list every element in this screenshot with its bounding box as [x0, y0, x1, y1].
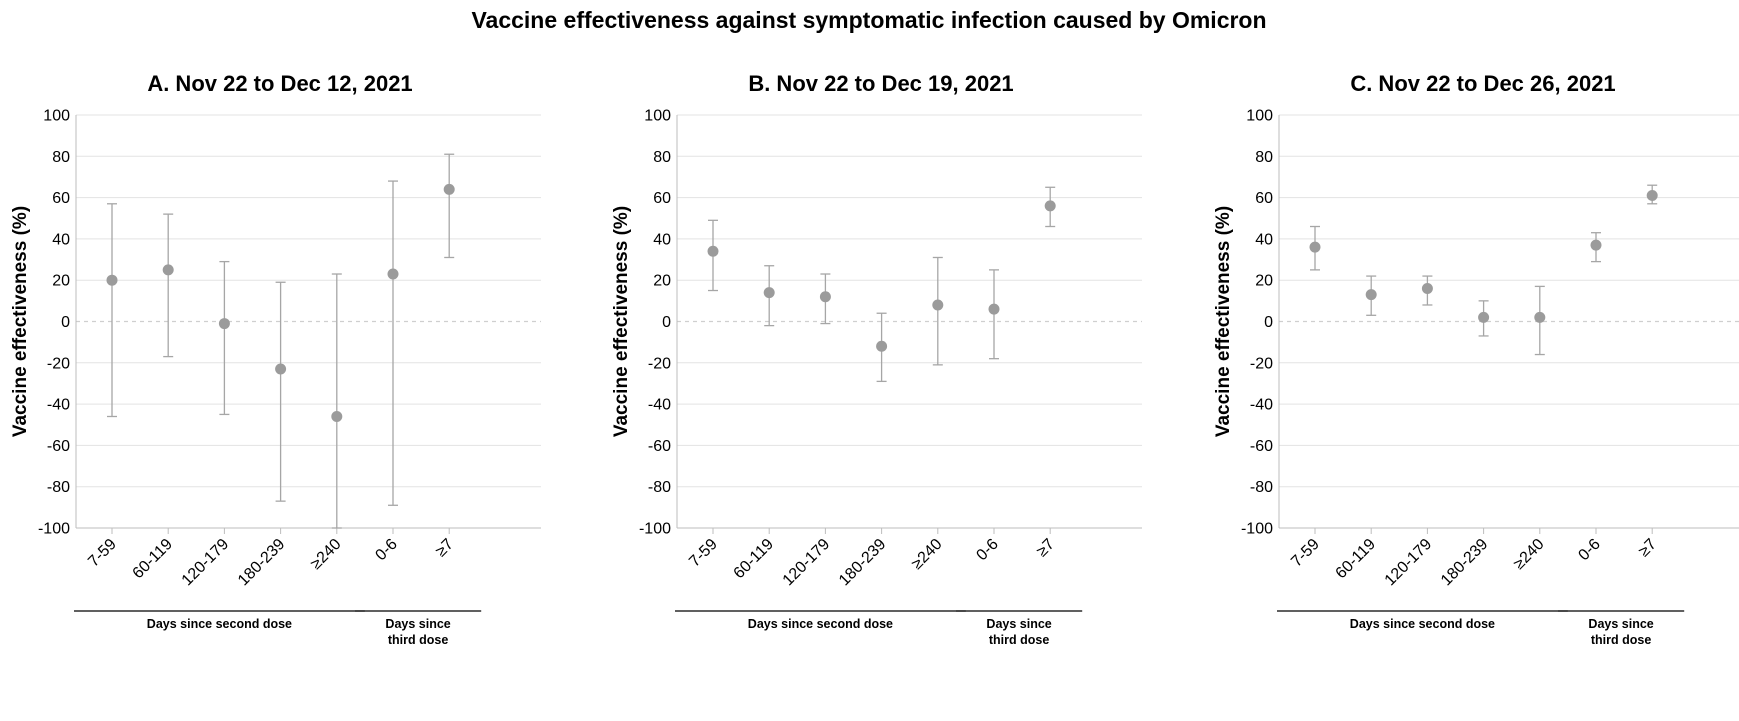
y-tick-label: -40: [648, 397, 671, 414]
y-tick-label: 60: [1255, 190, 1273, 207]
y-tick-label: 100: [644, 108, 671, 125]
y-axis-label: Vaccine effectiveness (%): [611, 206, 632, 437]
y-tick-label: -20: [47, 355, 70, 372]
data-point: [876, 340, 888, 352]
y-tick-label: 80: [653, 149, 671, 166]
data-point: [1590, 239, 1602, 251]
x-tick-label: ≥7: [433, 536, 458, 561]
x-tick-label: 180-239: [235, 536, 289, 590]
data-point: [218, 318, 230, 330]
data-point: [819, 291, 831, 303]
x-tick-label: ≥240: [1511, 536, 1548, 573]
x-tick-label: 180-239: [836, 536, 890, 590]
group-label-line-1: Days since: [1588, 617, 1653, 631]
y-tick-label: 20: [52, 273, 70, 290]
y-tick-label: 0: [61, 314, 70, 331]
y-tick-label: 100: [43, 108, 70, 125]
group-label-line-1: Days since: [385, 617, 450, 631]
x-tick-label: 60-119: [731, 536, 777, 582]
x-tick-label: ≥7: [1034, 536, 1059, 561]
data-point: [1365, 289, 1377, 301]
y-tick-label: 0: [1264, 314, 1273, 331]
y-tick-label: -100: [1241, 521, 1273, 538]
y-tick-label: -80: [648, 479, 671, 496]
group-label-line-2: third dose: [989, 633, 1049, 647]
data-point: [1309, 241, 1321, 253]
y-tick-label: -80: [47, 479, 70, 496]
x-tick-label: 7-59: [1288, 536, 1323, 571]
panel-title: A. Nov 22 to Dec 12, 2021: [147, 71, 412, 96]
x-tick-label: 120-179: [179, 536, 233, 590]
x-tick-label: 120-179: [780, 536, 834, 590]
data-point: [443, 183, 455, 195]
group-label: Days since third dose: [385, 617, 450, 647]
figure-title: Vaccine effectiveness against symptomati…: [471, 7, 1266, 33]
x-tick-label: 60-119: [130, 536, 176, 582]
y-axis-label: Vaccine effectiveness (%): [10, 206, 31, 437]
data-point: [1421, 282, 1433, 294]
panel-title: C. Nov 22 to Dec 26, 2021: [1350, 71, 1615, 96]
y-tick-label: -40: [1250, 397, 1273, 414]
data-point: [331, 410, 343, 422]
data-point: [932, 299, 944, 311]
chart-panel-2: B. Nov 22 to Dec 19, 2021 100 80 60 40 20 0 -20…: [611, 71, 1142, 647]
data-point: [162, 264, 174, 276]
data-point: [1478, 311, 1490, 323]
data-point: [988, 303, 1000, 315]
data-point: [387, 268, 399, 280]
y-tick-label: 80: [52, 149, 70, 166]
y-tick-label: -60: [47, 438, 70, 455]
data-point: [275, 363, 287, 375]
chart-panel-3: C. Nov 22 to Dec 26, 2021 100 80 60 40 20 0 -20…: [1213, 71, 1739, 647]
data-point: [106, 274, 118, 286]
data-point: [1646, 190, 1658, 202]
y-tick-label: -60: [648, 438, 671, 455]
y-tick-label: 60: [52, 190, 70, 207]
y-tick-label: -20: [648, 355, 671, 372]
y-tick-label: -100: [639, 521, 671, 538]
x-tick-label: 0-6: [372, 536, 400, 564]
y-tick-label: -40: [47, 397, 70, 414]
group-label: Days since third dose: [986, 617, 1051, 647]
x-tick-label: ≥7: [1636, 536, 1661, 561]
group-label-line-1: Days since: [986, 617, 1051, 631]
x-tick-label: 7-59: [85, 536, 120, 571]
group-label-line-2: third dose: [388, 633, 448, 647]
y-tick-label: 20: [653, 273, 671, 290]
y-tick-label: 100: [1246, 108, 1273, 125]
y-tick-label: 40: [52, 231, 70, 248]
data-point: [763, 287, 775, 299]
x-tick-label: ≥240: [909, 536, 946, 573]
chart-panels: A. Nov 22 to Dec 12, 2021 100 80 60 40 20 0 -20…: [10, 71, 1739, 647]
x-tick-label: 0-6: [1575, 536, 1603, 564]
y-tick-label: -100: [38, 521, 70, 538]
panel-title: B. Nov 22 to Dec 19, 2021: [748, 71, 1013, 96]
chart-panel-1: A. Nov 22 to Dec 12, 2021 100 80 60 40 20 0 -20…: [10, 71, 541, 647]
data-point: [707, 245, 719, 257]
x-tick-label: 60-119: [1333, 536, 1379, 582]
x-tick-label: 180-239: [1438, 536, 1492, 590]
y-tick-label: 60: [653, 190, 671, 207]
y-tick-label: 80: [1255, 149, 1273, 166]
x-tick-label: 0-6: [973, 536, 1001, 564]
y-axis-label: Vaccine effectiveness (%): [1213, 206, 1234, 437]
group-label-line-2: third dose: [1591, 633, 1651, 647]
y-tick-label: 40: [1255, 231, 1273, 248]
group-label: Days since second dose: [147, 617, 292, 631]
y-tick-label: -20: [1250, 355, 1273, 372]
group-label: Days since second dose: [1350, 617, 1495, 631]
x-tick-label: ≥240: [308, 536, 345, 573]
y-tick-label: -60: [1250, 438, 1273, 455]
group-label: Days since second dose: [748, 617, 893, 631]
y-tick-label: 20: [1255, 273, 1273, 290]
y-tick-label: -80: [1250, 479, 1273, 496]
x-tick-label: 120-179: [1382, 536, 1436, 590]
y-tick-label: 40: [653, 231, 671, 248]
x-tick-label: 7-59: [686, 536, 721, 571]
data-point: [1534, 311, 1546, 323]
data-point: [1044, 200, 1056, 212]
group-label: Days since third dose: [1588, 617, 1653, 647]
y-tick-label: 0: [662, 314, 671, 331]
